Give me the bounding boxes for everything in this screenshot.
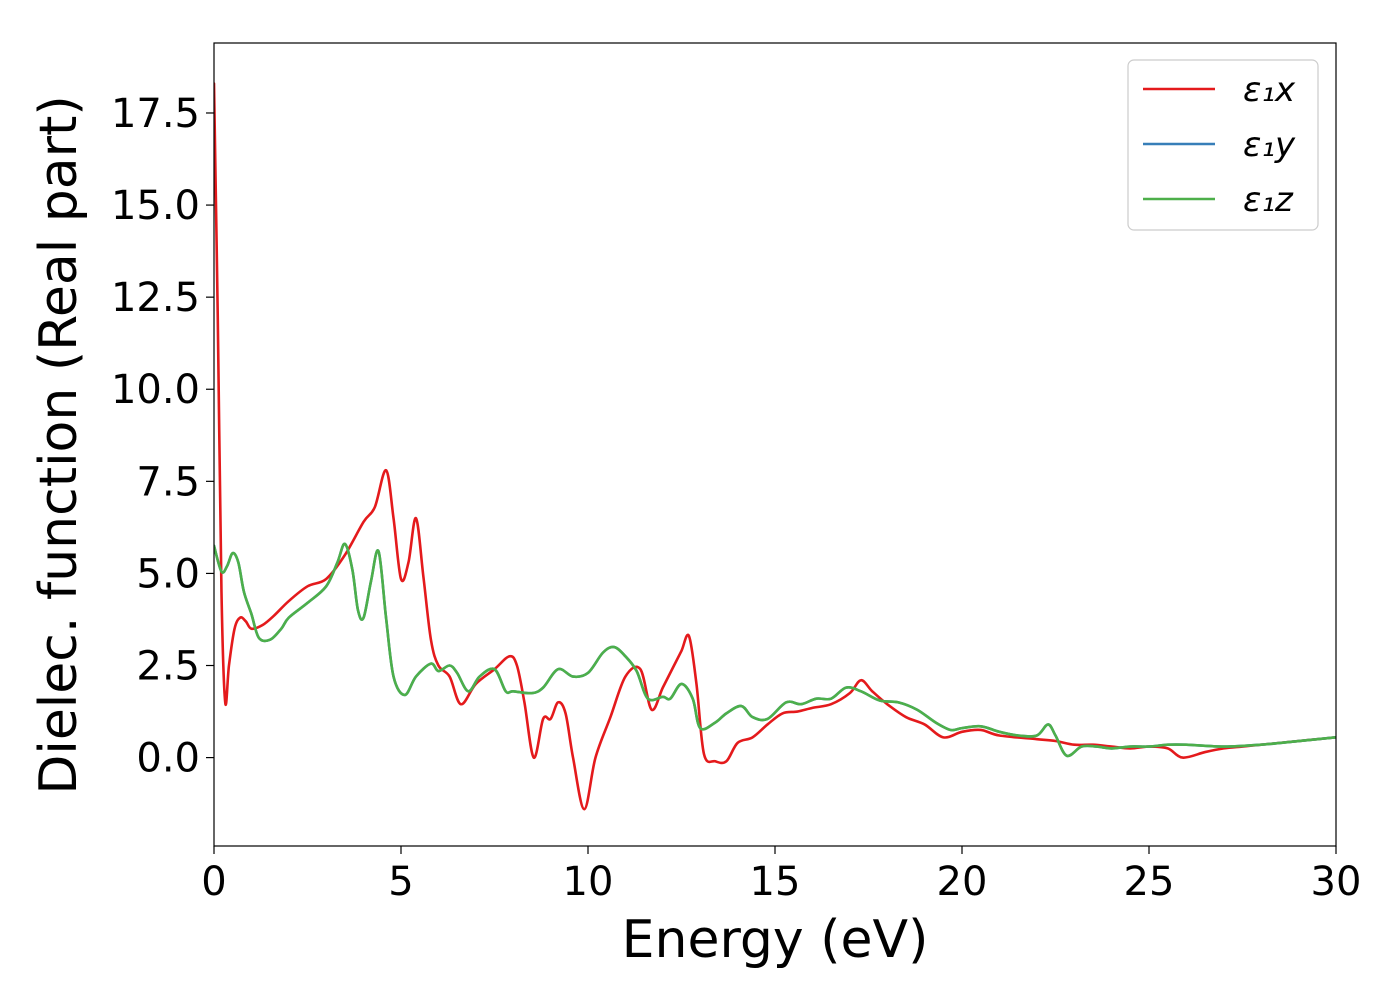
y-tick-label: 10.0 [111,367,200,413]
y-axis-ticks: 0.0 2.5 5.0 7.5 10.0 12.5 15.0 17.5 [111,91,214,782]
legend-frame [1127,59,1319,231]
x-tick-label: 15 [750,859,801,905]
legend-label: ε₁z [1243,180,1294,220]
x-tick-label: 30 [1311,859,1362,905]
y-tick-label: 15.0 [111,183,200,229]
x-tick-label: 5 [388,859,413,905]
plot-frame [213,42,1337,847]
legend: ε₁x ε₁y ε₁z [1127,59,1319,231]
y-tick-label: 7.5 [136,459,200,505]
x-tick-label: 0 [201,859,226,905]
y-axis-label: Dielec. function (Real part) [29,95,89,794]
x-tick-label: 10 [563,859,614,905]
legend-label: ε₁x [1243,70,1296,110]
y-tick-label: 5.0 [136,551,200,597]
legend-label: ε₁y [1243,125,1296,165]
x-tick-label: 25 [1124,859,1175,905]
x-axis-ticks: 0 5 10 15 20 25 30 [201,846,1361,905]
y-tick-label: 12.5 [111,275,200,321]
y-tick-label: 17.5 [111,91,200,137]
y-tick-label: 0.0 [136,736,200,782]
x-tick-label: 20 [937,859,988,905]
y-tick-label: 2.5 [136,644,200,690]
x-axis-label: Energy (eV) [622,910,929,970]
series-lines [214,82,1336,811]
series-line-e1z [214,542,1336,758]
